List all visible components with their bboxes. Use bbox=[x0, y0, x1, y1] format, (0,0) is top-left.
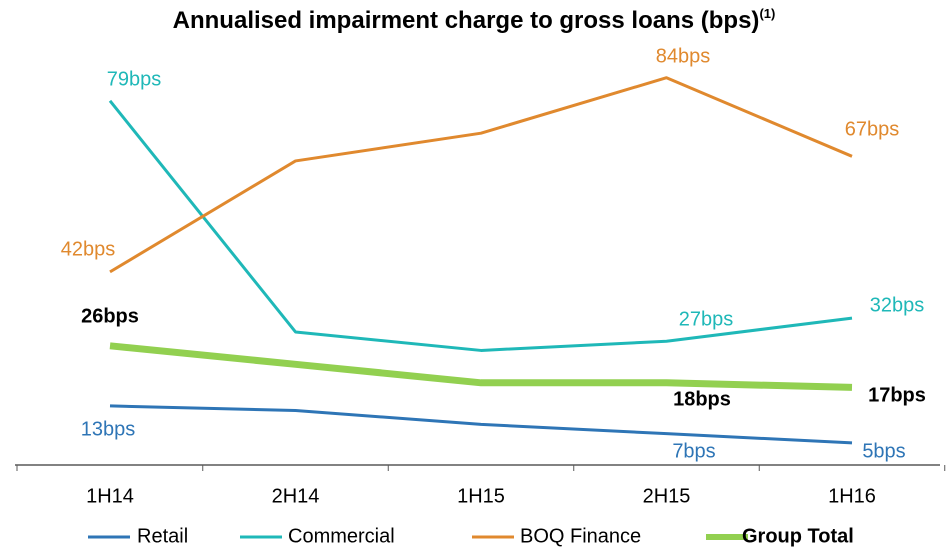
data-label: 13bps bbox=[81, 418, 136, 440]
data-label: 32bps bbox=[870, 294, 925, 316]
series-line bbox=[109, 342, 853, 391]
legend-label: Commercial bbox=[288, 525, 395, 547]
x-tick-label: 1H15 bbox=[457, 485, 505, 507]
title-text: Annualised impairment charge to gross lo… bbox=[173, 7, 760, 34]
data-label: 17bps bbox=[868, 384, 926, 406]
data-label: 42bps bbox=[61, 238, 116, 260]
x-tick-label: 2H14 bbox=[272, 485, 320, 507]
series-line bbox=[109, 76, 853, 274]
series-line bbox=[108, 99, 853, 352]
chart-title: Annualised impairment charge to gross lo… bbox=[173, 6, 776, 34]
data-label: 18bps bbox=[673, 388, 731, 410]
title-note: (1) bbox=[759, 6, 775, 21]
legend-label: Retail bbox=[137, 525, 188, 547]
legend-label: Group Total bbox=[742, 525, 854, 547]
data-label: 84bps bbox=[656, 45, 711, 67]
data-label: 26bps bbox=[81, 305, 139, 327]
x-tick-label: 1H14 bbox=[86, 485, 134, 507]
x-tick-label: 2H15 bbox=[643, 485, 691, 507]
data-label: 67bps bbox=[845, 118, 900, 140]
data-label: 79bps bbox=[107, 68, 162, 90]
legend-label: BOQ Finance bbox=[520, 525, 641, 547]
data-label: 27bps bbox=[679, 308, 734, 330]
data-label: 5bps bbox=[862, 440, 905, 462]
data-label: 7bps bbox=[672, 440, 715, 462]
series-line bbox=[109, 404, 853, 445]
x-tick-label: 1H16 bbox=[828, 485, 876, 507]
